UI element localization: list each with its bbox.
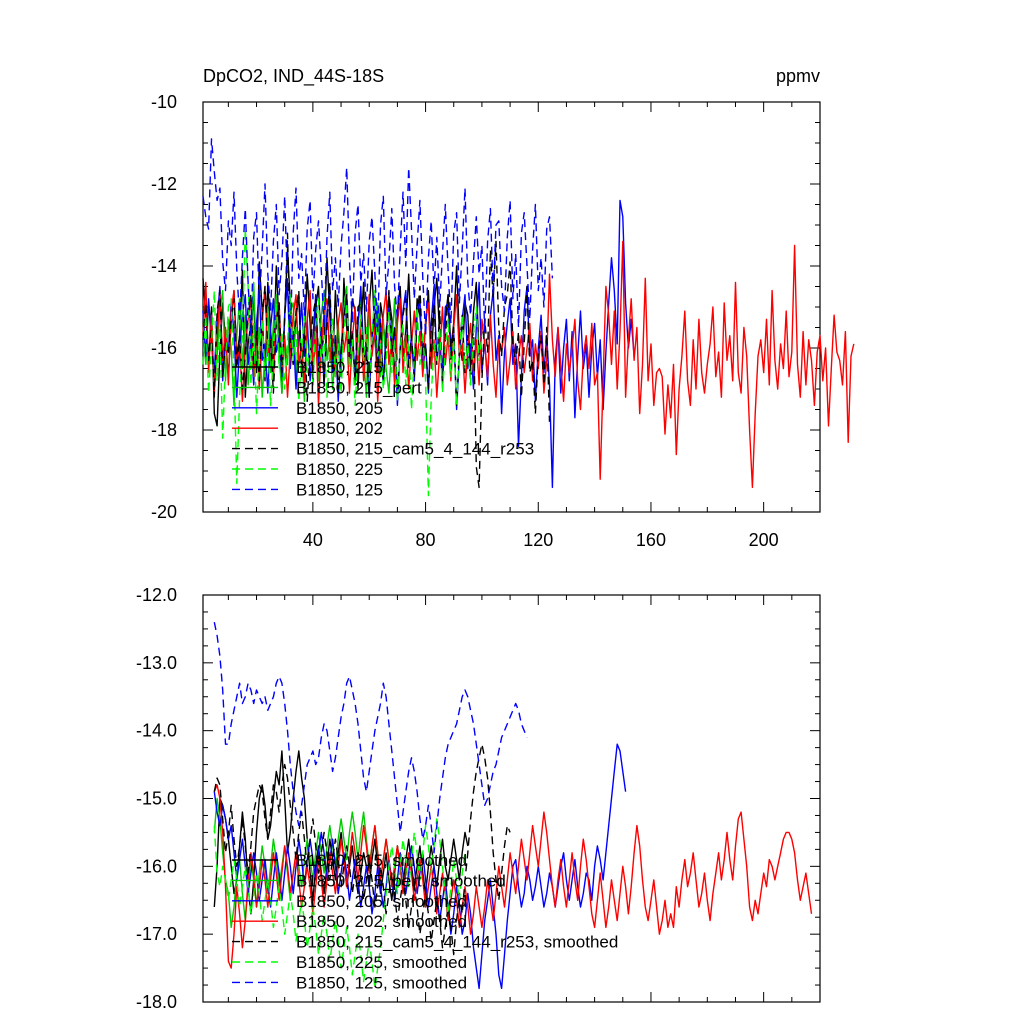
series-line-5: [202, 228, 483, 497]
legend-label-2: B1850, 205: [296, 399, 383, 418]
y-tick-label: -20: [151, 502, 177, 522]
series-line-4: [202, 232, 551, 489]
bottom-panel: -18.0 -17.0 -16.0 -15.0 -14.0 -13.0 -12.0 B1850…: [136, 585, 821, 1012]
legend-label-6: B1850, 125: [296, 480, 383, 499]
series-line-6: [202, 138, 554, 341]
y-tick-label: -14.0: [136, 721, 177, 741]
y-tick-label: -10: [151, 92, 177, 112]
units-label: ppmv: [776, 66, 820, 86]
y-tick-label: -15.0: [136, 789, 177, 809]
legend-label-0: B1850, 215: [296, 358, 383, 377]
series-line-5: [213, 818, 466, 990]
series-line-4: [213, 743, 511, 956]
series-line-6: [213, 621, 528, 854]
y-tick-label: -16.0: [136, 856, 177, 876]
legend-label-3: B1850, 202, smoothed: [296, 912, 467, 931]
x-tick-label: 160: [636, 530, 666, 550]
y-tick-label: -17.0: [136, 924, 177, 944]
top-panel: DpCO2, IND_44S-18S ppmv 40 80 120 160 200 -20 -1…: [151, 66, 855, 550]
legend-label-2: B1850, 205, smoothed: [296, 892, 467, 911]
legend-label-6: B1850, 125, smoothed: [296, 973, 467, 992]
y-tick-label: -12.0: [136, 585, 177, 605]
y-tick-label: -12: [151, 174, 177, 194]
x-tick-label: 80: [416, 530, 436, 550]
x-tick-label: 40: [303, 530, 323, 550]
legend-label-5: B1850, 225: [296, 460, 383, 479]
legend-label-1: B1850, 215_pert: [296, 378, 422, 397]
legend-label-1: B1850, 215_pert, smoothed: [296, 871, 506, 890]
x-tick-label: 120: [523, 530, 553, 550]
y-tick-label: -18.0: [136, 992, 177, 1012]
y-tick-label: -16: [151, 338, 177, 358]
y-tick-label: -18: [151, 420, 177, 440]
legend-label-5: B1850, 225, smoothed: [296, 953, 467, 972]
y-tick-label: -13.0: [136, 653, 177, 673]
chart-title: DpCO2, IND_44S-18S: [203, 66, 384, 87]
y-tick-label: -14: [151, 256, 177, 276]
legend-label-3: B1850, 202: [296, 419, 383, 438]
x-tick-label: 200: [749, 530, 779, 550]
legend-label-4: B1850, 215_cam5_4_144_r253, smoothed: [296, 933, 618, 952]
legend-label-4: B1850, 215_cam5_4_144_r253: [296, 440, 534, 459]
series-line-3: [213, 784, 813, 969]
legend-label-0: B1850, 215, smoothed: [296, 851, 467, 870]
